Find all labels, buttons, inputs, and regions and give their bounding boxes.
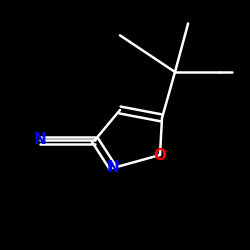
Text: O: O <box>154 148 166 162</box>
Text: N: N <box>34 132 46 148</box>
Text: N: N <box>106 160 120 176</box>
